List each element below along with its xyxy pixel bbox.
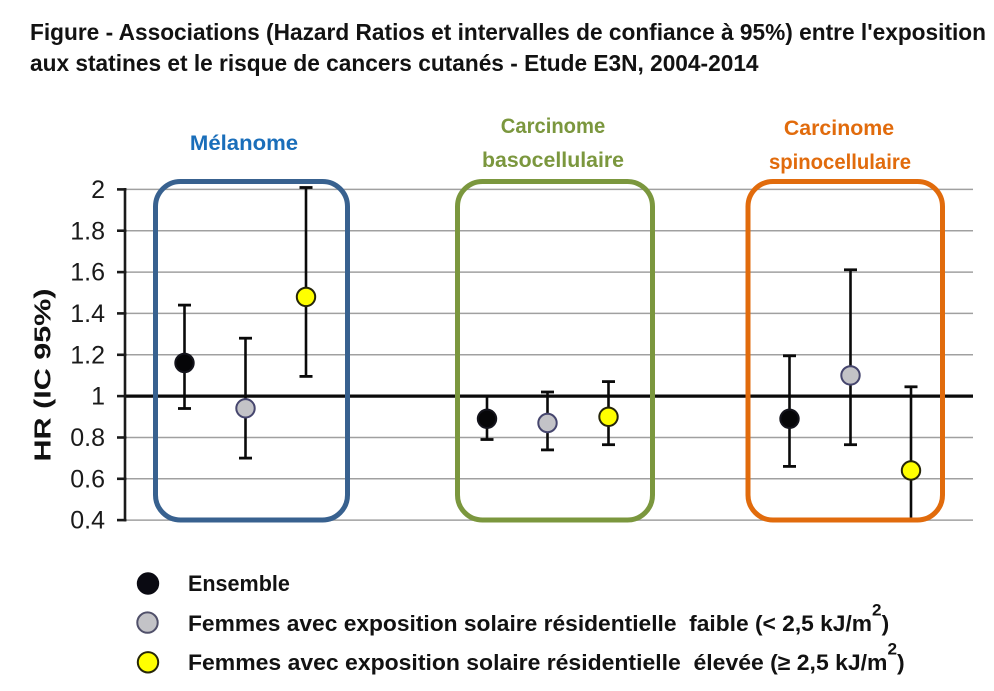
svg-text:1: 1 bbox=[91, 383, 105, 411]
svg-text:0.6: 0.6 bbox=[70, 465, 105, 493]
svg-text:HR (IC 95%): HR (IC 95%) bbox=[30, 289, 56, 462]
svg-text:1.6: 1.6 bbox=[70, 259, 105, 287]
svg-text:2: 2 bbox=[91, 176, 105, 204]
svg-text:1.2: 1.2 bbox=[70, 341, 105, 369]
svg-text:0.4: 0.4 bbox=[70, 507, 105, 535]
svg-text:1.4: 1.4 bbox=[70, 300, 105, 328]
svg-text:0.8: 0.8 bbox=[70, 424, 105, 452]
svg-text:1.8: 1.8 bbox=[70, 217, 105, 245]
